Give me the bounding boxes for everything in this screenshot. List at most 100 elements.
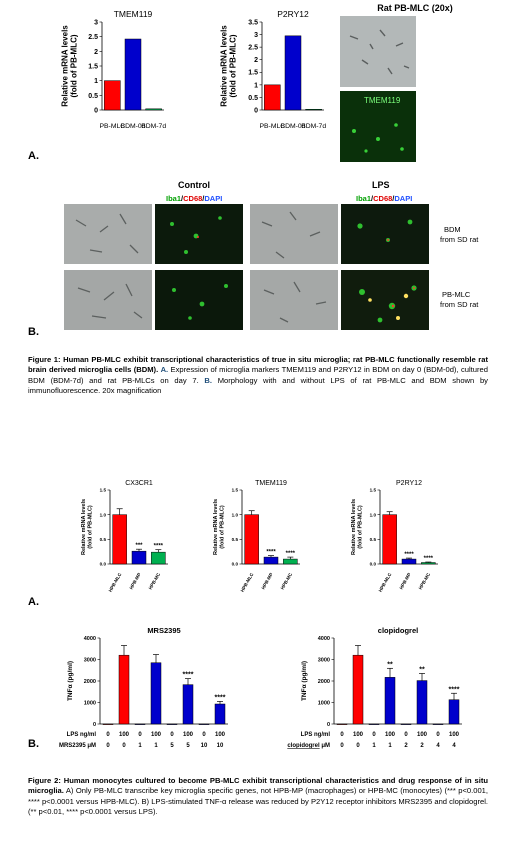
bar bbox=[401, 558, 417, 565]
bar bbox=[166, 723, 178, 725]
y-tick-label: 0.5 bbox=[370, 537, 377, 542]
significance-label: **** bbox=[215, 694, 226, 701]
category-label: BDM-7d bbox=[301, 123, 326, 130]
y-axis-label: TNFα (pg/ml) bbox=[67, 661, 74, 701]
bar bbox=[368, 723, 380, 725]
category-label: HPB-MLC bbox=[108, 571, 123, 592]
fig1-panel-b-letter: B. bbox=[28, 326, 39, 338]
chart-title: CX3CR1 bbox=[125, 480, 153, 487]
y-axis-label: (fold of PB-MLC) bbox=[219, 505, 225, 549]
significance-label: **** bbox=[449, 686, 460, 693]
bdm-lps-brightfield bbox=[250, 204, 338, 264]
lps-dose-label: 100 bbox=[353, 732, 364, 738]
drug-dose-label: 1 bbox=[154, 743, 158, 749]
y-tick-label: 0.5 bbox=[248, 95, 258, 102]
bar bbox=[145, 108, 162, 111]
pbmlc-lps-fluorescence bbox=[341, 270, 429, 330]
significance-label: *** bbox=[135, 543, 143, 549]
chart-p2ry12-human: P2RY12 0.0 0.5 1.0 1.5 Relative mRNA levels (f… bbox=[351, 480, 438, 593]
bdm-control-brightfield bbox=[64, 204, 152, 264]
category-label: HPB-MC bbox=[148, 571, 162, 590]
lps-dose-label: 100 bbox=[385, 732, 396, 738]
y-tick-label: 3 bbox=[94, 19, 98, 26]
y-tick-label: 3000 bbox=[318, 657, 330, 663]
y-axis-label: (fold of PB-MLC) bbox=[87, 505, 93, 549]
pbmlc-lps-brightfield bbox=[250, 270, 338, 330]
lps-dose-label: 100 bbox=[151, 732, 162, 738]
y-axis-label: Relative mRNA levels bbox=[61, 25, 70, 107]
category-label: BDM-7d bbox=[141, 123, 166, 130]
lps-dose-label: 100 bbox=[183, 732, 194, 738]
bar bbox=[131, 550, 147, 565]
y-tick-label: 0.0 bbox=[370, 562, 377, 567]
category-label: HPB-MC bbox=[280, 571, 294, 590]
drug-dose-label: 1 bbox=[388, 743, 392, 749]
y-tick-label: 1.5 bbox=[232, 488, 239, 493]
y-axis-label: Relative mRNA levels bbox=[220, 25, 229, 107]
bar bbox=[400, 723, 412, 725]
bar bbox=[264, 84, 281, 111]
bar bbox=[198, 723, 210, 725]
drug-name: MRS2395 bbox=[59, 743, 86, 749]
y-tick-label: 1000 bbox=[318, 700, 330, 706]
figure1-caption: Figure 1: Human PB-MLC exhibit transcrip… bbox=[28, 355, 488, 396]
bar bbox=[124, 38, 142, 111]
significance-label: ** bbox=[387, 661, 393, 668]
y-tick-label: 0.5 bbox=[100, 537, 107, 542]
bdm-lps-fluorescence bbox=[341, 204, 429, 264]
y-tick-label: 0.5 bbox=[88, 93, 98, 100]
y-tick-label: 1 bbox=[254, 82, 258, 89]
drug-dose-label: 1 bbox=[138, 743, 142, 749]
significance-label: **** bbox=[286, 551, 296, 557]
fig2-panel-b-letter: B. bbox=[28, 738, 39, 750]
pbmlc-control-fluorescence bbox=[155, 270, 243, 330]
y-tick-label: 3 bbox=[254, 32, 258, 39]
y-tick-label: 2 bbox=[94, 49, 98, 56]
figure2-caption: Figure 2: Human monocytes cultured to be… bbox=[28, 776, 488, 817]
bar bbox=[382, 514, 397, 565]
bar bbox=[112, 514, 127, 565]
significance-label: **** bbox=[404, 552, 414, 558]
bar bbox=[416, 680, 428, 725]
bar bbox=[214, 703, 226, 725]
drug-name: clopidogrel bbox=[287, 743, 320, 749]
category-label: PB-MLC bbox=[259, 123, 285, 130]
chart-tmem119-rat: TMEM119 0 0.5 1 1.5 2 2.5 3 Relative mRNA levels… bbox=[61, 9, 167, 130]
lps-dose-label: 0 bbox=[372, 732, 376, 738]
drug-dose-label: 10 bbox=[201, 743, 208, 749]
row1-label: BDM from SD rat bbox=[440, 225, 479, 244]
y-tick-label: 0 bbox=[93, 722, 96, 728]
brightfield-micrograph bbox=[340, 16, 416, 87]
y-tick-label: 0 bbox=[327, 722, 330, 728]
y-tick-label: 0.0 bbox=[232, 562, 239, 567]
bar bbox=[421, 562, 436, 565]
bar bbox=[104, 80, 121, 111]
bar bbox=[150, 662, 162, 725]
bar bbox=[284, 35, 302, 111]
category-label: HPB-MLC bbox=[378, 571, 393, 592]
y-tick-label: 1.5 bbox=[370, 488, 377, 493]
significance-label: ** bbox=[419, 666, 425, 673]
fluorescence-micrograph: TMEM119 bbox=[340, 91, 416, 162]
y-tick-label: 1.0 bbox=[232, 512, 239, 517]
lps-dose-label: 0 bbox=[106, 732, 110, 738]
bar bbox=[305, 108, 322, 111]
drug-dose-label: 2 bbox=[404, 743, 408, 749]
bar bbox=[352, 654, 364, 725]
lps-dose-label: 0 bbox=[138, 732, 142, 738]
drug-unit: μM bbox=[86, 743, 96, 749]
category-label: PB-MLC bbox=[99, 123, 125, 130]
fig2-panel-a-letter: A. bbox=[28, 596, 39, 608]
chart-title: P2RY12 bbox=[277, 9, 309, 19]
row2-label: PB-MLC from SD rat bbox=[440, 290, 479, 309]
micrograph-title: Rat PB-MLC (20x) bbox=[377, 3, 453, 13]
bar bbox=[118, 654, 130, 725]
chart-tmem119-human: TMEM119 0.0 0.5 1.0 1.5 Relative mRNA levels(… bbox=[213, 480, 300, 593]
y-tick-label: 0.0 bbox=[100, 562, 107, 567]
chart-cx3cr1-human: CX3CR1 0.0 0.5 1.0 1.5 Relative mRNA levels (f… bbox=[81, 480, 168, 593]
drug-dose-label: 10 bbox=[217, 743, 224, 749]
bdm-control-fluorescence bbox=[155, 204, 243, 264]
